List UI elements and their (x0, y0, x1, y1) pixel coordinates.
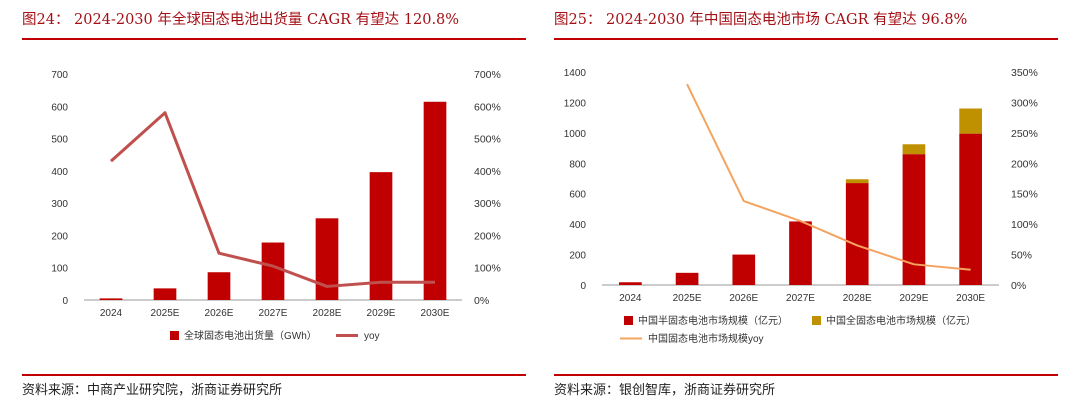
x-tick-label: 2024 (619, 293, 642, 304)
shipment-chart: 0 100 200 300 400 500 600 700 0% 100% 200% 300% 400%… (51, 69, 501, 342)
y-right-tick-label: 100% (474, 263, 501, 275)
x-tick-label: 2025E (673, 293, 702, 304)
y-left-tick-label: 200 (51, 231, 68, 242)
y-left-tick-label: 700 (51, 70, 68, 81)
chart-panel-left: 图24： 2024-2030 年全球固态电池出货量 CAGR 有望达 120.8… (22, 0, 526, 410)
y-left-tick-label: 600 (51, 102, 68, 113)
bar-1 (369, 172, 393, 300)
x-tick-label: 2024 (100, 308, 123, 319)
y-left-tick-label: 200 (569, 251, 586, 262)
legend-swatch (812, 316, 821, 325)
y-left-tick-label: 0 (62, 296, 68, 307)
yoy-line (109, 111, 435, 288)
x-tick-label: 2029E (899, 293, 928, 304)
bar-1 (99, 298, 123, 300)
legend-label: 中国半固态电池市场规模（亿元） (638, 314, 788, 327)
y-left-tick-label: 800 (569, 159, 586, 170)
figure-title: 图24： 2024-2030 年全球固态电池出货量 CAGR 有望达 120.8… (22, 12, 460, 28)
bar-1 (261, 242, 285, 300)
y-right-tick-label: 300% (474, 198, 501, 210)
bar-1 (959, 133, 982, 285)
title-divider (22, 38, 526, 40)
bar-1 (789, 221, 812, 285)
bar-1 (315, 218, 339, 300)
y-left-tick-label: 1400 (564, 68, 587, 79)
bar-1 (207, 272, 231, 300)
y-right-tick-label: 50% (1011, 250, 1032, 262)
figure-title: 图25： 2024-2030 年中国固态电池市场 CAGR 有望达 96.8% (554, 12, 968, 28)
x-tick-label: 2025E (151, 308, 180, 319)
chart-panel-right: 图25： 2024-2030 年中国固态电池市场 CAGR 有望达 96.8% … (554, 0, 1058, 410)
bar-1 (732, 254, 756, 285)
source-note: 资料来源：银创智库，浙商证券研究所 (554, 383, 776, 398)
yoy-line (686, 83, 971, 271)
bar-2 (902, 144, 926, 155)
y-right-tick-label: 300% (1011, 97, 1038, 109)
legend-label: yoy (364, 331, 380, 342)
y-right-tick-label: 150% (1011, 189, 1038, 201)
legend-swatch (624, 316, 633, 325)
y-right-tick-label: 400% (474, 166, 501, 178)
x-tick-label: 2026E (729, 293, 758, 304)
bar-1 (153, 288, 177, 300)
source-divider (554, 374, 1058, 376)
market-size-chart: 0 200 400 600 800 1000 1200 1400 0% 50% 100% 150% 20… (564, 67, 1038, 345)
legend-label: 中国固态电池市场规模yoy (648, 332, 764, 345)
y-left-tick-label: 1200 (564, 98, 587, 109)
y-left-tick-label: 400 (51, 167, 68, 178)
bar-1 (619, 282, 642, 285)
y-right-tick-label: 350% (1011, 67, 1038, 79)
x-tick-label: 2030E (421, 308, 450, 319)
y-right-tick-label: 600% (474, 101, 501, 113)
x-tick-label: 2029E (367, 308, 396, 319)
title-divider (554, 38, 1058, 40)
y-left-tick-label: 600 (569, 190, 586, 201)
x-tick-label: 2028E (313, 308, 342, 319)
y-right-tick-label: 500% (474, 134, 501, 146)
y-right-tick-label: 250% (1011, 128, 1038, 140)
x-tick-label: 2027E (259, 308, 288, 319)
source-note: 资料来源：中商产业研究院，浙商证券研究所 (22, 383, 283, 398)
y-left-tick-label: 300 (51, 199, 68, 210)
source-divider (22, 374, 526, 376)
y-right-tick-label: 0% (1011, 280, 1026, 292)
y-left-tick-label: 500 (51, 135, 68, 146)
y-right-tick-label: 200% (474, 230, 501, 242)
legend-swatch (170, 331, 179, 340)
x-tick-label: 2027E (786, 293, 815, 304)
y-left-tick-label: 400 (569, 220, 586, 231)
x-tick-label: 2028E (843, 293, 872, 304)
y-left-tick-label: 0 (580, 281, 586, 292)
bar-1 (423, 101, 447, 300)
y-right-tick-label: 100% (1011, 219, 1038, 231)
bar-2 (845, 179, 869, 184)
bar-1 (675, 272, 699, 285)
y-left-tick-label: 1000 (564, 129, 587, 140)
bar-1 (845, 183, 869, 285)
y-right-tick-label: 0% (474, 295, 489, 307)
y-right-tick-label: 200% (1011, 158, 1038, 170)
y-left-tick-label: 100 (51, 264, 68, 275)
x-tick-label: 2026E (205, 308, 234, 319)
bar-1 (902, 154, 926, 285)
x-tick-label: 2030E (956, 293, 985, 304)
legend-label: 中国全固态电池市场规模（亿元） (826, 314, 976, 327)
y-right-tick-label: 700% (474, 69, 501, 81)
bar-2 (959, 108, 982, 134)
legend-label: 全球固态电池出货量（GWh） (184, 329, 317, 342)
